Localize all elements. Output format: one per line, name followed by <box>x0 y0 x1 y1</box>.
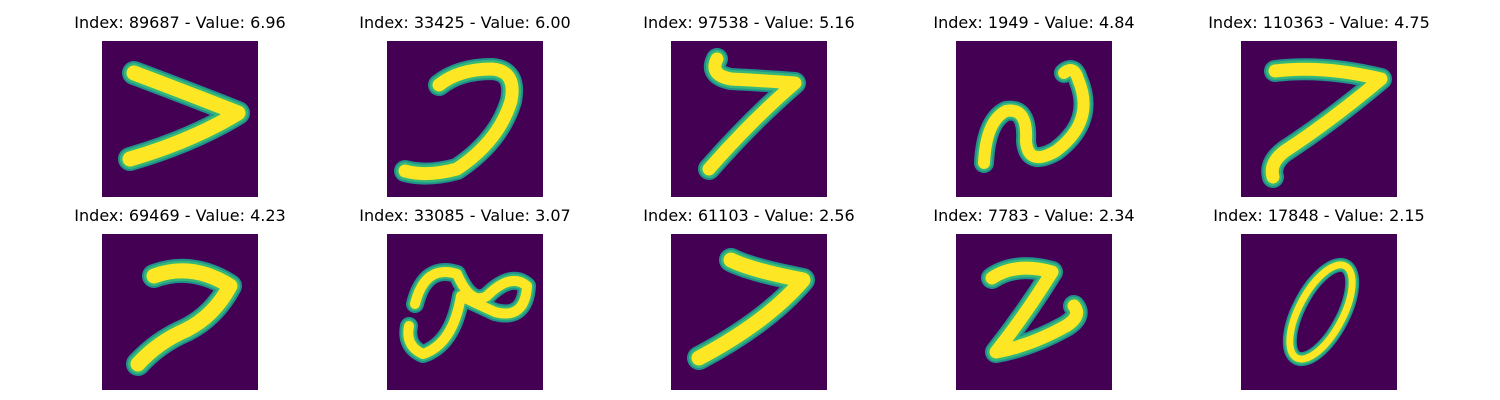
digit-image <box>102 234 258 390</box>
digit-image <box>671 234 827 390</box>
panel-1: Index: 89687 - Value: 6.96 <box>60 10 300 197</box>
panel-3: Index: 97538 - Value: 5.16 <box>629 10 869 197</box>
panel-9: Index: 7783 - Value: 2.34 <box>914 203 1154 390</box>
panel-title: Index: 17848 - Value: 2.15 <box>1213 206 1425 225</box>
panel-title: Index: 110363 - Value: 4.75 <box>1208 13 1430 32</box>
panel-title: Index: 1949 - Value: 4.84 <box>933 13 1135 32</box>
digit-image <box>1241 234 1397 390</box>
panel-title: Index: 7783 - Value: 2.34 <box>933 206 1135 225</box>
panel-title: Index: 61103 - Value: 2.56 <box>643 206 855 225</box>
panel-title: Index: 69469 - Value: 4.23 <box>74 206 286 225</box>
panel-6: Index: 69469 - Value: 4.23 <box>60 203 300 390</box>
digit-image <box>1241 41 1397 197</box>
digit-image <box>671 41 827 197</box>
panel-10: Index: 17848 - Value: 2.15 <box>1199 203 1439 390</box>
panel-7: Index: 33085 - Value: 3.07 <box>345 203 585 390</box>
panel-title: Index: 33425 - Value: 6.00 <box>359 13 571 32</box>
panel-8: Index: 61103 - Value: 2.56 <box>629 203 869 390</box>
digit-image <box>956 234 1112 390</box>
digit-image <box>387 234 543 390</box>
panel-title: Index: 97538 - Value: 5.16 <box>643 13 855 32</box>
panel-2: Index: 33425 - Value: 6.00 <box>345 10 585 197</box>
digit-image <box>102 41 258 197</box>
panel-5: Index: 110363 - Value: 4.75 <box>1199 10 1439 197</box>
panel-title: Index: 89687 - Value: 6.96 <box>74 13 286 32</box>
panel-title: Index: 33085 - Value: 3.07 <box>359 206 571 225</box>
digit-image <box>387 41 543 197</box>
digit-image <box>956 41 1112 197</box>
panel-4: Index: 1949 - Value: 4.84 <box>914 10 1154 197</box>
